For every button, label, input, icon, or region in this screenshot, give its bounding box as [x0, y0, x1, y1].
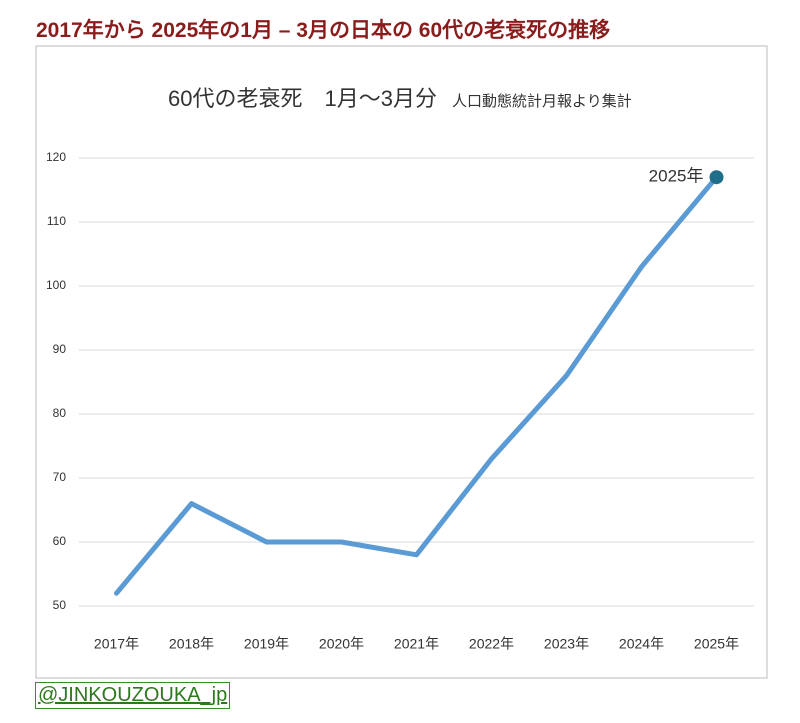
chart-frame	[35, 45, 768, 679]
chart-title: 60代の老衰死 1月～3月分	[168, 86, 437, 111]
y-tick-label: 50	[53, 598, 67, 612]
x-tick-label: 2017年	[94, 636, 139, 652]
page-title: 2017年から 2025年の1月 – 3月の日本の 60代の老衰死の推移	[36, 19, 611, 42]
x-tick-label: 2023年	[544, 636, 589, 652]
annotation: 2025年	[649, 167, 704, 186]
x-tick-label: 2022年	[469, 636, 514, 652]
chart-subtitle: 人口動態統計月報より集計	[452, 93, 632, 110]
chart: 60代の老衰死 1月～3月分 人口動態統計月報より集計 50 60 70 80 90 10…	[35, 45, 768, 679]
y-tick-label: 80	[53, 406, 67, 420]
y-tick-label: 100	[46, 278, 66, 292]
y-tick-label: 70	[53, 470, 67, 484]
y-tick-label: 90	[53, 342, 67, 356]
highlight-point	[709, 170, 724, 185]
y-tick-label: 120	[46, 150, 66, 164]
x-tick-label: 2025年	[694, 636, 739, 652]
x-tick-label: 2020年	[319, 636, 364, 652]
x-tick-label: 2019年	[244, 636, 289, 652]
y-tick-label: 110	[47, 214, 66, 228]
data-line	[114, 174, 719, 596]
credit-link[interactable]: @JINKOUZOUKA_jp	[35, 682, 231, 709]
x-tick-label: 2024年	[619, 636, 664, 652]
x-tick-label: 2021年	[394, 636, 439, 652]
x-tick-label: 2018年	[169, 636, 214, 652]
y-tick-label: 60	[53, 534, 67, 548]
